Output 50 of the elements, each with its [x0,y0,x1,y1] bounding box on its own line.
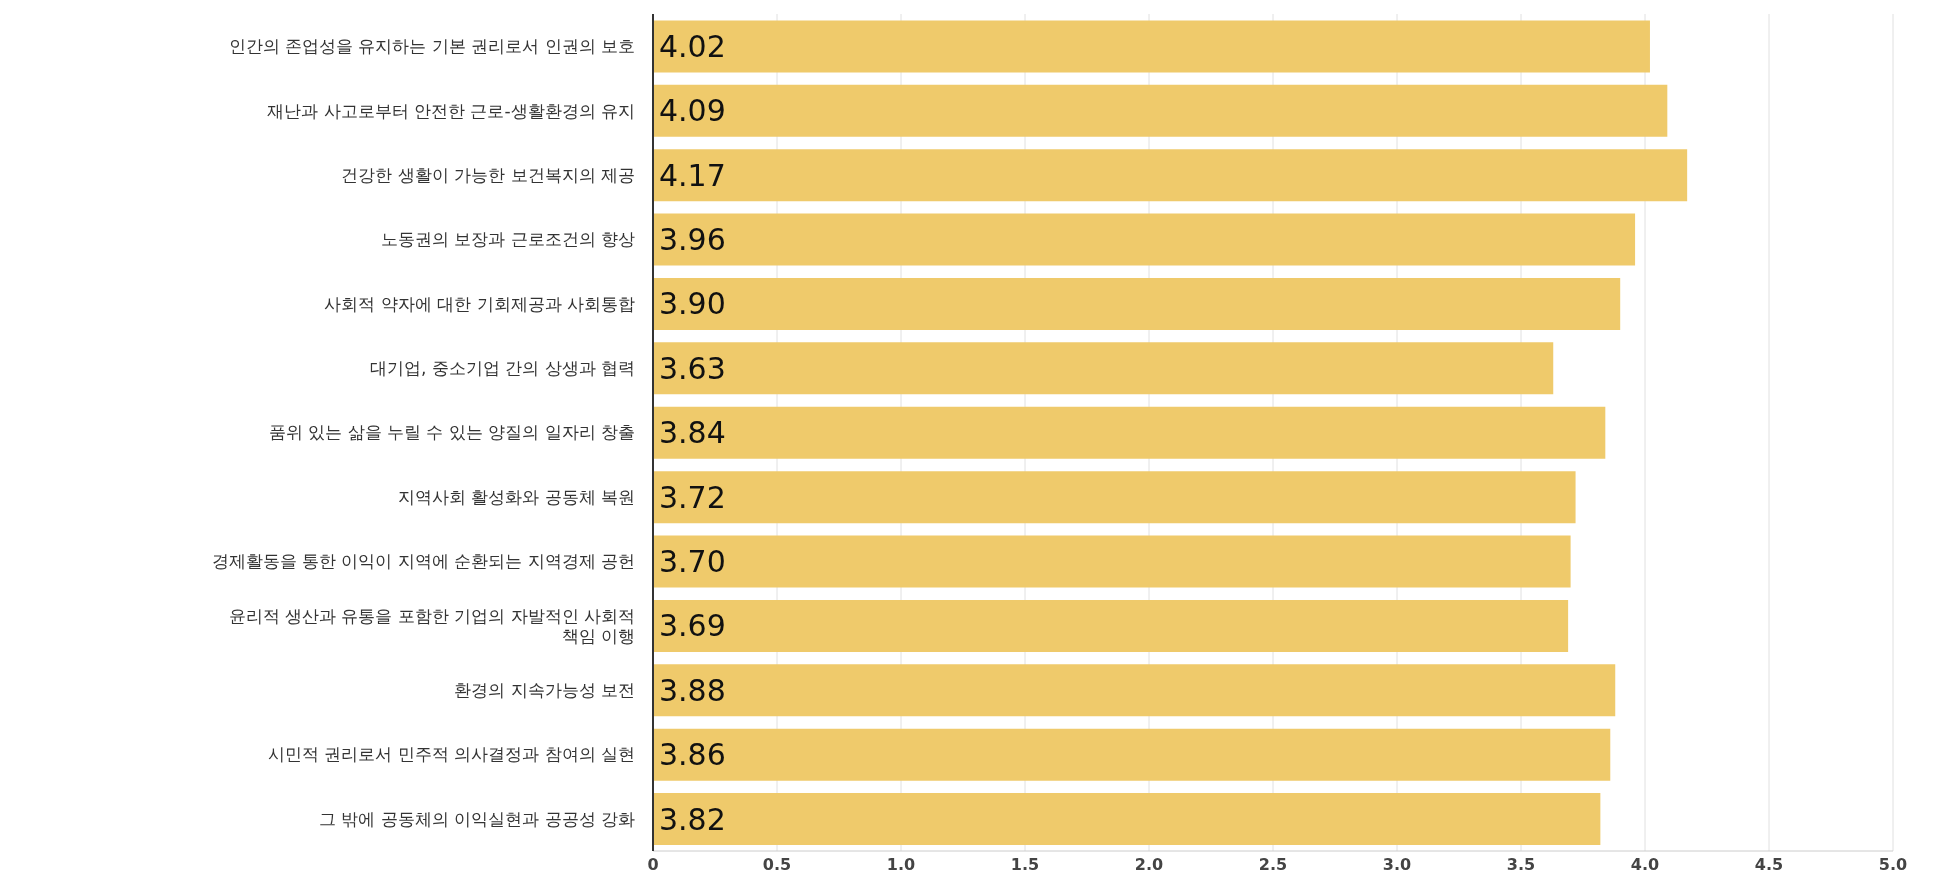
data-label: 3.86 [659,737,726,773]
data-label: 3.96 [659,222,726,258]
bar [653,406,1606,459]
bar [653,535,1571,588]
y-tick-label: 사회적 약자에 대한 기회제공과 사회통합 [324,293,635,314]
x-tick-label: 5.0 [1878,855,1908,875]
y-tick-label: 시민적 권리로서 민주적 의사결정과 참여의 실현 [267,744,635,765]
bar [653,471,1576,524]
y-tick-label: 환경의 지속가능성 보전 [454,679,635,700]
bar [653,728,1611,781]
data-label: 3.70 [659,544,726,580]
y-tick-label: 재난과 사고로부터 안전한 근로-생활환경의 유지 [267,100,635,121]
x-tick-label: 1.0 [886,855,916,875]
bar [653,599,1569,652]
data-label: 4.09 [659,93,726,129]
bar [653,664,1616,717]
bar [653,277,1621,330]
data-label: 4.17 [659,157,726,193]
bar [653,213,1636,266]
x-tick-label: 1.5 [1010,855,1040,875]
data-label: 3.84 [659,415,726,451]
x-tick-label: 4.0 [1630,855,1660,875]
x-tick-label: 0 [647,855,659,875]
bar [653,342,1554,395]
data-label: 4.02 [659,28,726,64]
y-tick-label: 대기업, 중소기업 간의 상생과 협력 [369,358,635,379]
x-tick-label: 2.5 [1258,855,1288,875]
y-tick-label: 품위 있는 삶을 누릴 수 있는 양질의 일자리 창출 [268,422,635,443]
bar [653,20,1650,73]
x-tick-label: 0.5 [762,855,792,875]
data-label: 3.88 [659,672,726,708]
y-tick-label: 인간의 존업성을 유지하는 기본 권리로서 인권의 보호 [228,36,635,57]
bar [653,84,1668,137]
data-label: 3.72 [659,479,726,515]
y-tick-label: 그 밖에 공동체의 이익실현과 공공성 강화 [318,808,635,829]
y-tick-label: 노동권의 보장과 근로조건의 향상 [380,229,635,250]
bar [653,793,1601,846]
y-tick-label: 건강한 생활이 가능한 보건복지의 제공 [341,164,635,185]
bar [653,149,1688,202]
x-tick-label: 2.0 [1134,855,1164,875]
x-tick-label: 3.5 [1506,855,1536,875]
x-tick-label: 4.5 [1754,855,1784,875]
data-label: 3.82 [659,801,726,837]
y-tick-label: 경제활동을 통한 이익이 지역에 순환되는 지역경제 공헌 [211,551,635,572]
x-tick-label: 3.0 [1382,855,1412,875]
y-tick-label: 지역사회 활성화와 공동체 복원 [397,486,635,507]
y-tick-label: 윤리적 생산과 유통을 포함한 기업의 자발적인 사회적 책임 이행 [228,605,635,646]
data-label: 3.90 [659,286,726,322]
data-label: 3.69 [659,608,726,644]
data-label: 3.63 [659,350,726,386]
